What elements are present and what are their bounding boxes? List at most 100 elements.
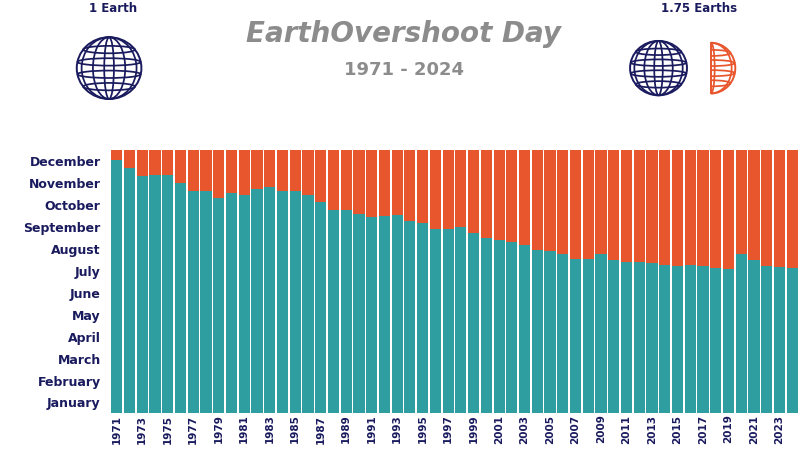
Bar	[646, 263, 658, 413]
Bar	[289, 191, 301, 413]
Bar	[659, 265, 671, 413]
Bar	[379, 216, 390, 413]
Bar	[162, 175, 174, 413]
Bar	[519, 245, 530, 413]
Bar	[532, 250, 543, 413]
Bar	[404, 221, 415, 413]
Bar	[187, 191, 199, 413]
Bar	[175, 150, 186, 183]
Bar	[238, 150, 250, 195]
Bar	[748, 260, 760, 413]
Bar	[366, 217, 377, 413]
Bar	[672, 266, 684, 413]
Bar	[468, 150, 479, 233]
Bar	[761, 266, 772, 413]
Bar	[723, 150, 734, 269]
Bar	[302, 150, 314, 195]
Bar	[583, 260, 594, 413]
Bar	[238, 195, 250, 413]
Bar	[608, 150, 620, 260]
Bar	[774, 267, 785, 413]
Bar	[392, 215, 402, 413]
Bar	[430, 229, 441, 413]
Bar	[595, 254, 607, 413]
Bar	[710, 268, 722, 413]
Bar	[200, 191, 212, 413]
Bar	[583, 150, 594, 260]
Bar	[162, 150, 174, 175]
Bar	[225, 150, 237, 193]
Bar	[468, 233, 479, 413]
Bar	[137, 150, 148, 176]
Bar	[519, 150, 530, 245]
Bar	[570, 260, 581, 413]
Bar	[659, 150, 671, 265]
Bar	[455, 150, 466, 227]
Bar	[124, 150, 135, 168]
Bar	[443, 150, 454, 229]
Bar	[417, 150, 428, 223]
Bar	[710, 150, 722, 268]
Bar	[328, 150, 339, 210]
Bar	[595, 150, 607, 254]
Bar	[621, 262, 632, 413]
Bar	[366, 150, 377, 217]
Bar	[735, 150, 747, 254]
Text: 1.75 Earths: 1.75 Earths	[661, 2, 737, 15]
Bar	[149, 175, 161, 413]
Bar	[507, 150, 517, 242]
Bar	[175, 183, 186, 413]
Bar	[633, 262, 645, 413]
Bar	[608, 260, 620, 413]
Bar	[225, 193, 237, 413]
Bar	[494, 240, 505, 413]
Bar	[379, 150, 390, 216]
Bar	[684, 150, 696, 265]
Bar	[315, 150, 326, 202]
Bar	[417, 223, 428, 413]
Bar	[124, 168, 135, 413]
Bar	[455, 227, 466, 413]
Bar	[112, 160, 122, 413]
Bar	[672, 150, 684, 266]
Bar	[328, 210, 339, 413]
Bar	[392, 150, 402, 215]
Bar	[251, 189, 263, 413]
Bar	[353, 214, 364, 413]
Bar	[697, 266, 709, 413]
Bar	[149, 150, 161, 175]
Bar	[264, 187, 276, 413]
Bar	[646, 150, 658, 263]
Bar	[277, 191, 288, 413]
Bar	[187, 150, 199, 191]
Bar	[315, 202, 326, 413]
Text: 1 Earth: 1 Earth	[89, 2, 137, 15]
Bar	[251, 150, 263, 189]
Bar	[340, 150, 351, 210]
Bar	[545, 150, 556, 251]
Bar	[787, 150, 797, 268]
Bar	[112, 150, 122, 160]
Bar	[494, 150, 505, 240]
Bar	[213, 198, 225, 413]
Bar	[340, 210, 351, 413]
Bar	[443, 229, 454, 413]
Bar	[289, 150, 301, 191]
Bar	[404, 150, 415, 221]
Bar	[532, 150, 543, 250]
Bar	[481, 150, 492, 238]
Bar	[277, 150, 288, 191]
Bar	[735, 254, 747, 413]
Text: 1971 - 2024: 1971 - 2024	[344, 61, 464, 79]
Bar	[761, 150, 772, 266]
Bar	[633, 150, 645, 262]
Bar	[570, 150, 581, 260]
Bar	[264, 150, 276, 187]
Bar	[748, 150, 760, 260]
Bar	[697, 150, 709, 266]
Bar	[353, 150, 364, 214]
Text: EarthOvershoot Day: EarthOvershoot Day	[246, 20, 562, 49]
Bar	[558, 254, 569, 413]
Bar	[621, 150, 632, 262]
Bar	[137, 176, 148, 413]
